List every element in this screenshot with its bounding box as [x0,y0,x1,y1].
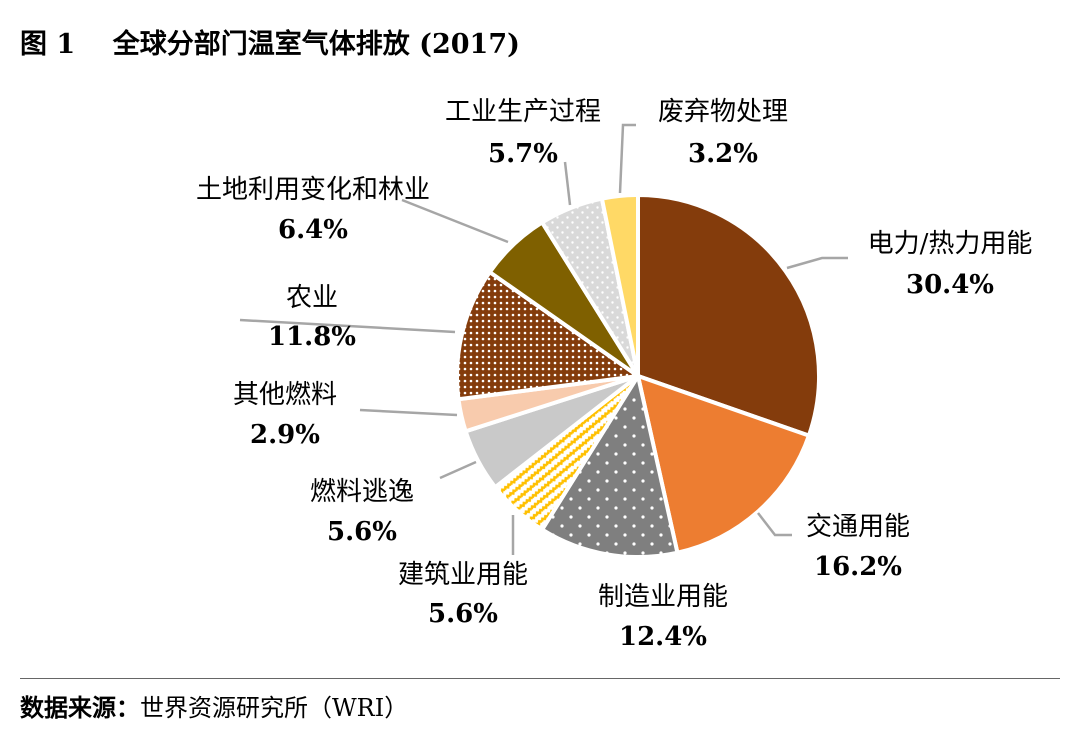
slice-value-label: 5.6% [327,517,397,547]
leader-line [401,198,509,244]
slice-name-label: 建筑业用能 [398,560,528,590]
pie-slice [455,269,644,402]
leader-line [239,318,456,334]
leader-line [757,512,792,537]
slice-value-label: 3.2% [688,139,758,169]
slice-name-label: 农业 [286,283,338,313]
slice-name-label: 电力/热力用能 [868,229,1033,259]
slice-value-label: 16.2% [814,552,902,582]
divider [20,678,1060,679]
slice-value-label: 6.4% [278,215,348,245]
source-text: 世界资源研究所（WRI） [140,694,409,722]
source-note: 数据来源：世界资源研究所（WRI） [20,688,408,723]
slice-name-label: 土地利用变化和林业 [196,175,430,205]
slice-value-label: 11.8% [268,322,356,352]
slice-value-label: 2.9% [250,420,320,450]
slice-name-label: 制造业用能 [598,582,728,612]
leader-line [359,408,458,417]
pie-slice [539,370,680,559]
pie-slice [599,192,640,377]
slice-name-label: 其他燃料 [233,380,337,410]
slice-value-label: 5.6% [428,599,498,629]
slice-name-label: 工业生产过程 [445,97,601,127]
leader-line [786,256,848,270]
leader-line [618,123,636,194]
slice-value-label: 12.4% [619,622,707,652]
slice-value-label: 30.4% [906,270,994,300]
source-label: 数据来源： [20,693,140,722]
slice-name-label: 燃料逃逸 [310,477,414,507]
slice-name-label: 交通用能 [806,512,910,542]
slice-value-label: 5.7% [488,139,558,169]
pie-slice [636,192,821,439]
leader-line [563,161,572,206]
leader-line [439,460,477,480]
chart-title: 图 1 全球分部门温室气体排放 (2017) [20,29,520,60]
pie-slice [635,372,812,556]
slice-name-label: 废弃物处理 [658,97,788,127]
